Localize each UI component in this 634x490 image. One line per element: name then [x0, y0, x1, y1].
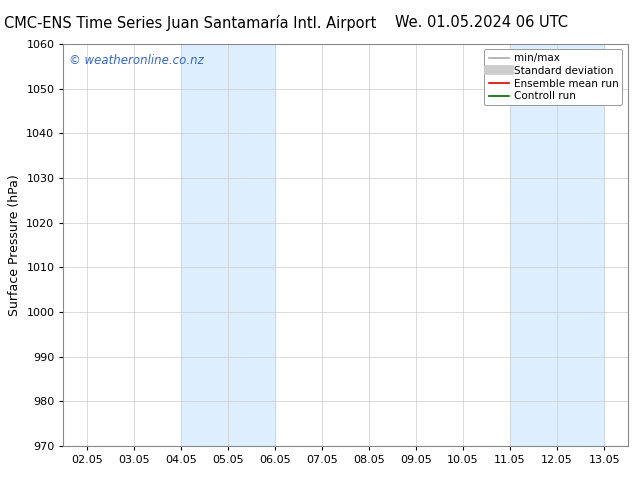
Bar	[181, 44, 275, 446]
Y-axis label: Surface Pressure (hPa): Surface Pressure (hPa)	[8, 174, 21, 316]
Text: © weatheronline.co.nz: © weatheronline.co.nz	[69, 54, 204, 67]
Bar	[510, 44, 604, 446]
Text: We. 01.05.2024 06 UTC: We. 01.05.2024 06 UTC	[396, 15, 568, 30]
Legend: min/max, Standard deviation, Ensemble mean run, Controll run: min/max, Standard deviation, Ensemble me…	[484, 49, 623, 105]
Text: CMC-ENS Time Series Juan Santamaría Intl. Airport: CMC-ENS Time Series Juan Santamaría Intl…	[4, 15, 377, 31]
